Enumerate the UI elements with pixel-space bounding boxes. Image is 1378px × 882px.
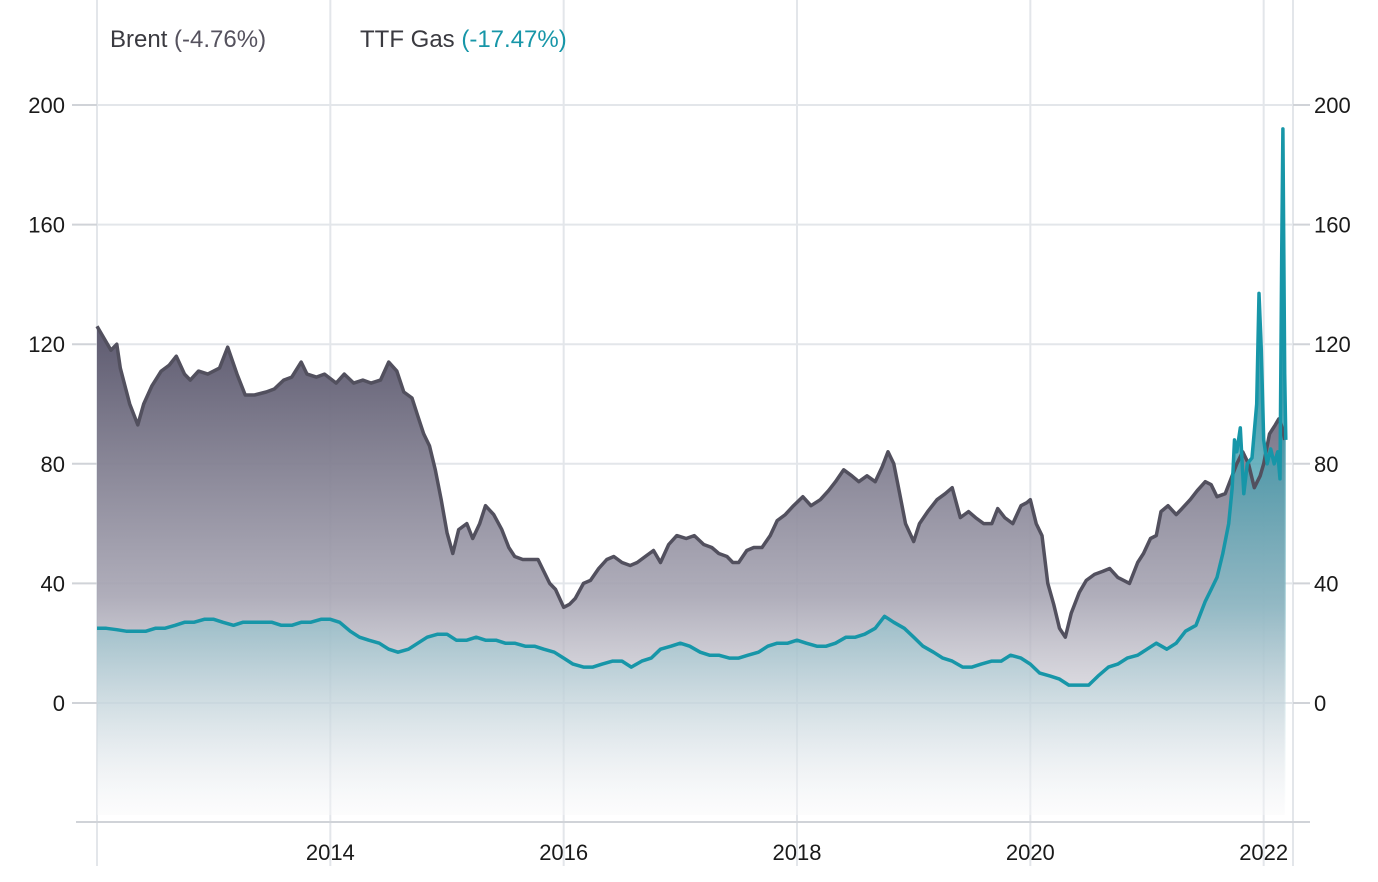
y-tick-label-right: 0: [1314, 691, 1326, 716]
y-tick-label-right: 40: [1314, 571, 1338, 596]
y-tick-label-left: 160: [28, 213, 65, 238]
legend-brent-name: Brent: [110, 26, 168, 53]
y-tick-label-right: 120: [1314, 332, 1351, 357]
series-lines: [95, 127, 1288, 687]
x-tick-label: 2016: [539, 840, 588, 865]
brent-line: [95, 325, 1287, 639]
legend-brent-change: (-4.76%): [174, 26, 267, 53]
x-tick-label: 2018: [773, 840, 822, 865]
legend-item-brent[interactable]: Brent (-4.76%): [110, 26, 266, 54]
series-areas: [97, 128, 1286, 815]
x-tick-label: 2022: [1239, 840, 1288, 865]
ttf-gas-line: [97, 127, 1288, 687]
legend-ttf-name: TTF Gas: [360, 26, 455, 53]
y-tick-label-left: 200: [28, 93, 65, 118]
axes: 0 0 40 40 80 80 120 120 160 160 200 200 2014 2016 2018…: [28, 93, 1350, 865]
y-tick-label-left: 120: [28, 332, 65, 357]
y-tick-label-right: 160: [1314, 213, 1351, 238]
ttf-gas-area: [97, 128, 1286, 815]
y-tick-label-right: 200: [1314, 93, 1351, 118]
legend-item-ttf-gas[interactable]: TTF Gas (-17.47%): [360, 26, 567, 54]
y-tick-label-right: 80: [1314, 452, 1338, 477]
y-tick-label-left: 40: [41, 571, 65, 596]
x-tick-label: 2014: [306, 840, 355, 865]
legend-ttf-change: (-17.47%): [461, 26, 567, 53]
y-tick-label-left: 80: [41, 452, 65, 477]
y-tick-label-left: 0: [53, 691, 65, 716]
x-tick-label: 2020: [1006, 840, 1055, 865]
